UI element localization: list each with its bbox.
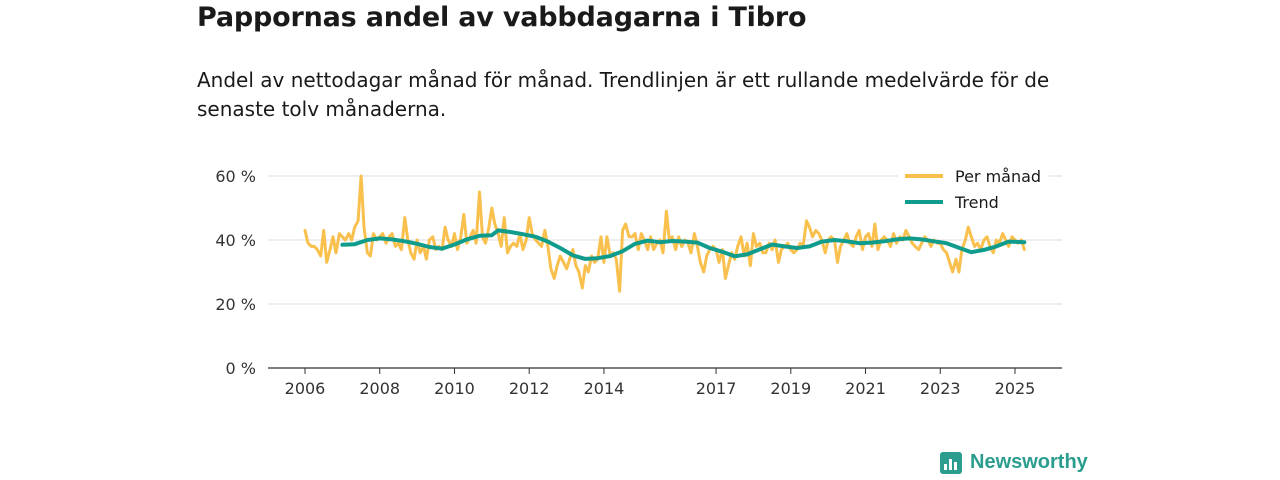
legend: Per månad Trend bbox=[898, 164, 1048, 214]
x-tick-label: 2021 bbox=[845, 379, 886, 398]
series-line-per-manad bbox=[303, 174, 1026, 293]
x-tick-label: 2006 bbox=[285, 379, 326, 398]
legend-label: Trend bbox=[954, 193, 999, 212]
x-tick-label: 2010 bbox=[434, 379, 475, 398]
y-tick-label: 20 % bbox=[215, 295, 256, 314]
x-tick-label: 2025 bbox=[995, 379, 1036, 398]
y-axis-ticks: 0 % 20 % 40 % 60 % bbox=[215, 167, 256, 378]
x-tick-label: 2017 bbox=[696, 379, 737, 398]
series-layer bbox=[303, 174, 1027, 293]
y-tick-label: 0 % bbox=[226, 359, 256, 378]
chart-title: Pappornas andel av vabbdagarna i Tibro bbox=[197, 2, 807, 33]
brand: Newsworthy bbox=[940, 451, 1088, 474]
x-tick-label: 2008 bbox=[359, 379, 400, 398]
y-tick-label: 60 % bbox=[215, 167, 256, 186]
brand-name: Newsworthy bbox=[970, 451, 1088, 473]
x-tick-label: 2019 bbox=[770, 379, 811, 398]
x-tick-label: 2023 bbox=[920, 379, 961, 398]
x-tick-label: 2012 bbox=[509, 379, 550, 398]
x-tick-label: 2014 bbox=[584, 379, 625, 398]
y-tick-label: 40 % bbox=[215, 231, 256, 250]
chart-subtitle: Andel av nettodagar månad för månad. Tre… bbox=[197, 68, 1050, 121]
legend-label: Per månad bbox=[955, 167, 1041, 186]
newsworthy-logo-icon bbox=[940, 451, 962, 474]
series-line-trend bbox=[340, 228, 1027, 261]
x-axis-ticks: 2006 2008 2010 2012 2014 2017 2019 2021 2023 2025 bbox=[285, 368, 1036, 398]
